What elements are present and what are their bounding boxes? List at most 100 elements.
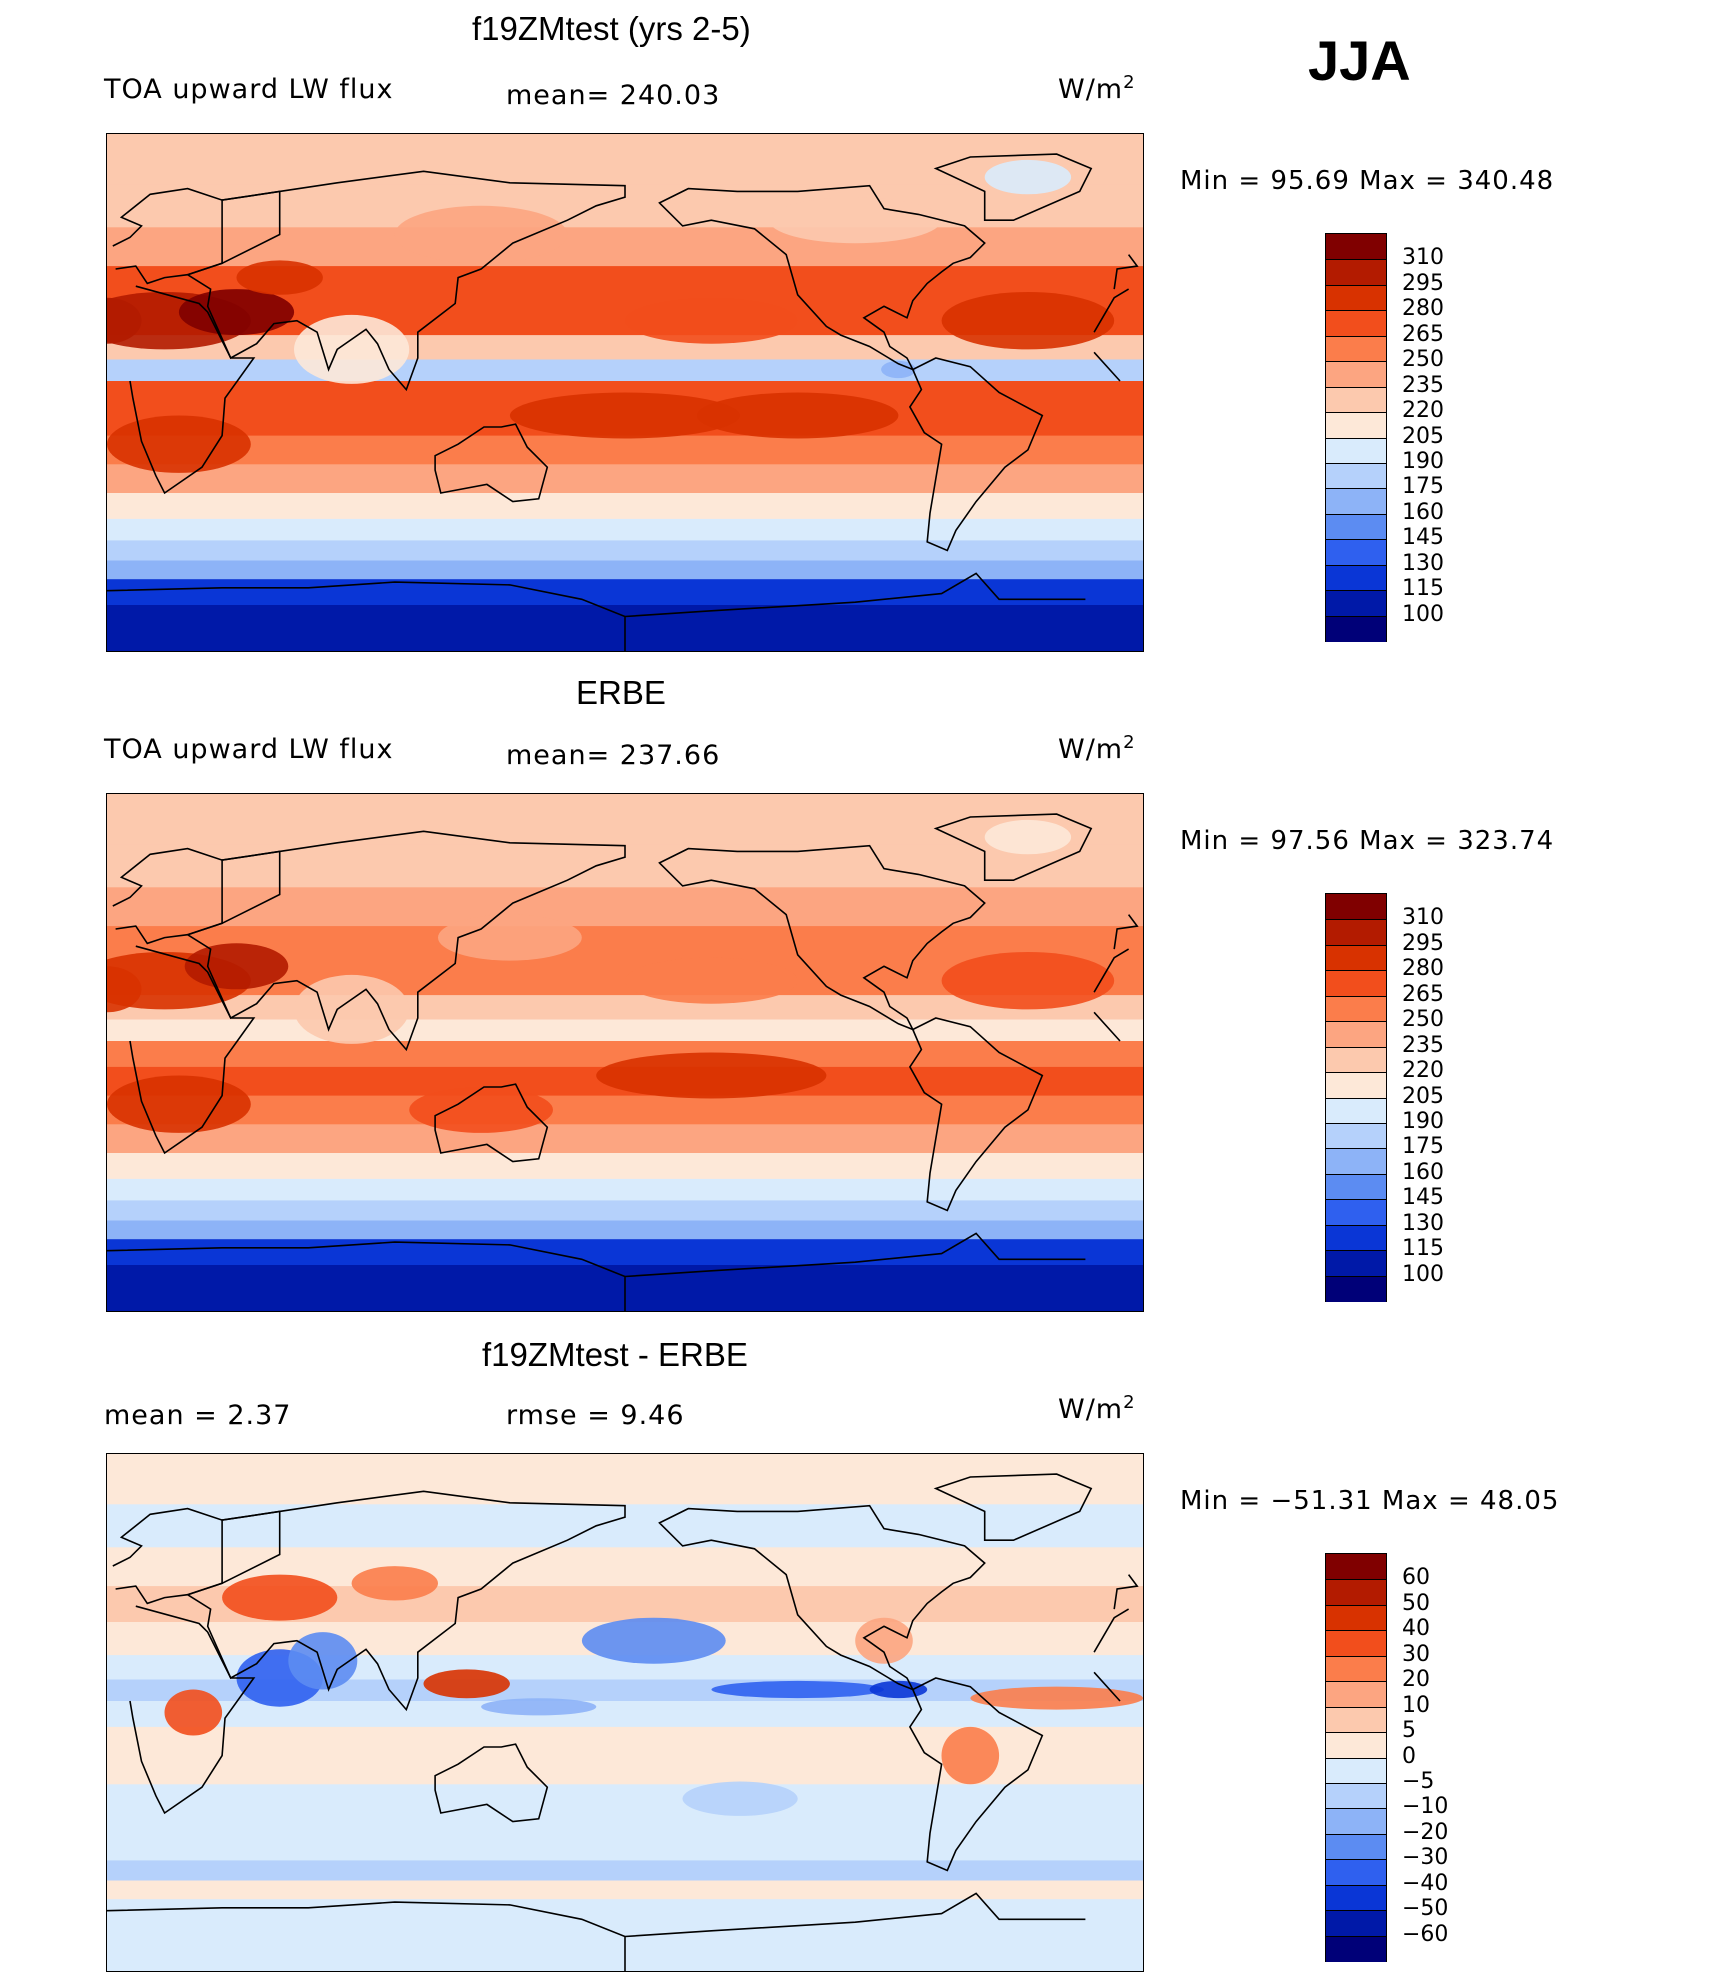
colorbar-tick-label: 30 xyxy=(1402,1641,1430,1667)
colorbar-tick-label: 280 xyxy=(1402,296,1444,322)
panel-3-title: f19ZMtest - ERBE xyxy=(482,1336,748,1373)
zonal-band xyxy=(107,1153,1143,1180)
colorbar-tick-label: −20 xyxy=(1402,1819,1449,1845)
panel-1-minmax: Min = 95.69 Max = 340.48 xyxy=(1180,166,1555,196)
panel-3-colorbar xyxy=(1325,1553,1387,1962)
zonal-band xyxy=(107,1899,1143,1927)
colorbar-swatch xyxy=(1326,1199,1386,1226)
field-anomaly xyxy=(881,360,916,379)
colorbar-divider xyxy=(1326,1884,1386,1886)
colorbar-divider xyxy=(1326,1706,1386,1708)
field-anomaly xyxy=(236,260,323,295)
colorbar-divider xyxy=(1326,462,1386,464)
field-anomaly xyxy=(294,974,410,1044)
colorbar-divider xyxy=(1326,1681,1386,1683)
colorbar-swatch xyxy=(1326,361,1386,388)
colorbar-swatch xyxy=(1326,284,1386,311)
field-anomaly xyxy=(682,1781,798,1816)
coastline-antarctica xyxy=(107,1892,1086,1971)
colorbar-tick-label: 100 xyxy=(1402,1261,1444,1287)
panel-3-mean-label: mean = 2.37 xyxy=(104,1400,292,1431)
coastline-antarctica xyxy=(107,1232,1086,1311)
field-anomaly xyxy=(423,1669,510,1699)
colorbar-divider xyxy=(1326,386,1386,388)
colorbar-swatch xyxy=(1326,437,1386,464)
zonal-band xyxy=(107,540,1143,562)
zonal-band xyxy=(107,1880,1143,1901)
coastline-namerica xyxy=(658,844,986,1032)
colorbar-swatch xyxy=(1326,1706,1386,1733)
colorbar-divider xyxy=(1326,361,1386,363)
colorbar-divider xyxy=(1326,1250,1386,1252)
coastline-greenland xyxy=(933,153,1093,221)
field-anomaly xyxy=(984,159,1072,195)
colorbar-swatch xyxy=(1326,1859,1386,1886)
zonal-band xyxy=(107,1019,1143,1042)
colorbar-tick-label: −5 xyxy=(1402,1768,1435,1794)
field-anomaly xyxy=(294,314,410,384)
colorbar-swatch xyxy=(1326,1072,1386,1098)
colorbar-tick-label: −50 xyxy=(1402,1896,1449,1922)
colorbar-tick-label: 50 xyxy=(1402,1590,1430,1616)
colorbar-tick-label: 265 xyxy=(1402,981,1444,1007)
colorbar-swatch xyxy=(1326,462,1386,489)
zonal-band xyxy=(107,1178,1143,1202)
colorbar-swatch xyxy=(1326,995,1386,1022)
field-anomaly xyxy=(288,1632,358,1690)
colorbar-divider xyxy=(1326,1808,1386,1810)
panel-2-minmax: Min = 97.56 Max = 323.74 xyxy=(1180,826,1555,856)
colorbar-divider xyxy=(1326,259,1386,261)
zonal-band xyxy=(107,1239,1143,1267)
colorbar-divider xyxy=(1326,1604,1386,1606)
colorbar-swatch xyxy=(1326,1681,1386,1708)
colorbar-swatch xyxy=(1326,1021,1386,1048)
field-anomaly xyxy=(625,957,798,1004)
coastline-namerica xyxy=(658,184,986,372)
colorbar-tick-label: 220 xyxy=(1402,1058,1444,1084)
coastline-antarctica xyxy=(107,572,1086,651)
field-anomaly xyxy=(178,289,295,336)
colorbar-swatch xyxy=(1326,1579,1386,1606)
zonal-band xyxy=(107,1813,1143,1840)
field-anomaly xyxy=(941,952,1115,1010)
colorbar-swatch xyxy=(1326,488,1386,515)
zonal-band xyxy=(107,134,1143,186)
colorbar-tick-label: 220 xyxy=(1402,398,1444,424)
panel-2-map xyxy=(106,793,1144,1312)
colorbar-swatch xyxy=(1326,1782,1386,1809)
field-anomaly xyxy=(509,392,741,439)
colorbar-swatch xyxy=(1326,1122,1386,1149)
colorbar-tick-label: 0 xyxy=(1402,1743,1416,1769)
colorbar-tick-label: 235 xyxy=(1402,1032,1444,1058)
colorbar-divider xyxy=(1326,1859,1386,1861)
colorbar-tick-label: 60 xyxy=(1402,1565,1430,1591)
colorbar-tick-label: 20 xyxy=(1402,1667,1430,1693)
coastline-asia xyxy=(185,830,626,1052)
zonal-band xyxy=(107,887,1143,928)
colorbar-swatch xyxy=(1326,1630,1386,1657)
colorbar-divider xyxy=(1326,310,1386,312)
coastline-samerica xyxy=(908,357,1044,552)
colorbar-divider xyxy=(1326,1224,1386,1226)
colorbar-tick-label: 160 xyxy=(1402,1159,1444,1185)
coastline-australia xyxy=(434,423,549,503)
colorbar-divider xyxy=(1326,335,1386,337)
colorbar-divider xyxy=(1326,564,1386,566)
colorbar-swatch xyxy=(1326,1250,1386,1277)
colorbar-swatch xyxy=(1326,386,1386,413)
field-anomaly xyxy=(164,1689,223,1736)
colorbar-swatch xyxy=(1326,1757,1386,1784)
field-anomaly xyxy=(394,205,568,264)
zonal-band xyxy=(107,1200,1143,1222)
colorbar-divider xyxy=(1326,1655,1386,1657)
field-anomaly xyxy=(625,297,798,344)
field-anomaly xyxy=(711,1680,884,1699)
field-anomaly xyxy=(970,1686,1143,1710)
colorbar-swatch xyxy=(1326,1097,1386,1124)
colorbar-swatch xyxy=(1326,944,1386,971)
zonal-band xyxy=(107,1095,1143,1126)
panel-1-variable-label: TOA upward LW flux xyxy=(104,74,394,105)
colorbar-divider xyxy=(1326,1072,1386,1074)
colorbar-divider xyxy=(1326,513,1386,515)
colorbar-swatch xyxy=(1326,310,1386,337)
